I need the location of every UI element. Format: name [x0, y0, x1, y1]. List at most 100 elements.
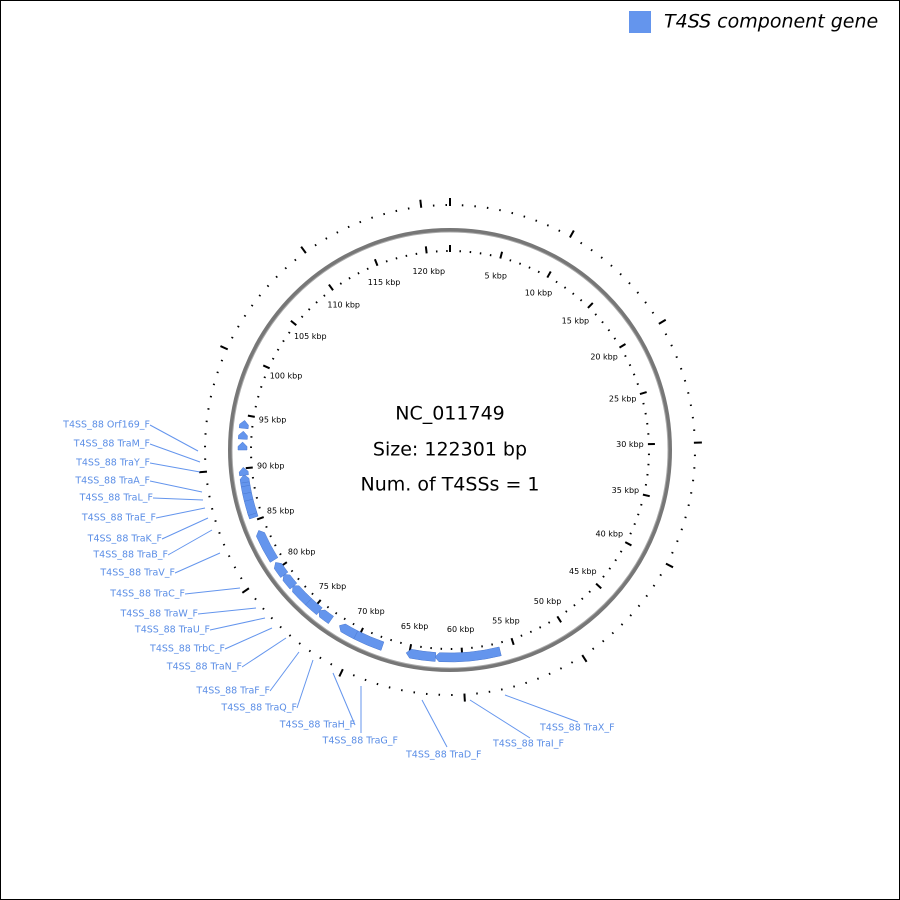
inner-tick: [290, 319, 297, 326]
inner-tick: [510, 637, 515, 646]
outer-tick: [319, 656, 322, 660]
kbp-label: 55 kbp: [492, 617, 520, 626]
gene-label: T4SS_88 TraW_F: [119, 609, 198, 620]
outer-tick: [198, 470, 208, 474]
outer-tick: [294, 258, 297, 262]
outer-tick: [620, 623, 624, 626]
outer-tick: [220, 345, 229, 351]
gene-leader: [167, 529, 213, 556]
outer-tick: [670, 344, 673, 347]
kbp-label: 25 kbp: [609, 395, 637, 404]
outer-tick: [300, 246, 307, 254]
kbp-label: 90 kbp: [257, 461, 285, 470]
inner-tick: [304, 585, 307, 588]
inner-tick: [594, 313, 598, 316]
inner-tick: [509, 259, 512, 262]
outer-tick: [610, 264, 613, 267]
gene-leader: [174, 552, 221, 574]
outer-tick: [338, 668, 344, 677]
inner-tick: [555, 280, 558, 284]
outer-tick: [240, 577, 243, 580]
outer-tick: [237, 325, 240, 328]
inner-tick: [274, 544, 277, 547]
inner-tick: [601, 320, 604, 324]
gene-leader: [149, 480, 203, 493]
inner-tick: [642, 493, 650, 498]
outer-tick: [570, 661, 574, 664]
outer-tick: [227, 555, 231, 558]
inner-tick: [323, 294, 326, 297]
outer-tick: [220, 359, 224, 362]
outer-tick: [243, 314, 247, 318]
inner-tick: [276, 348, 280, 351]
kbp-label: 45 kbp: [569, 567, 597, 576]
kbp-label: 105 kbp: [294, 332, 327, 341]
outer-tick: [651, 311, 655, 314]
inner-tick: [385, 260, 388, 263]
outer-tick: [590, 248, 593, 252]
inner-tick: [390, 638, 393, 642]
outer-tick: [652, 584, 656, 587]
gene-arrow: [256, 530, 279, 563]
kbp-label: 80 kbp: [288, 547, 316, 556]
outer-tick: [347, 225, 350, 229]
inner-tick: [279, 553, 282, 556]
gene-leader: [155, 507, 206, 519]
inner-tick: [269, 535, 272, 538]
outer-tick: [352, 674, 355, 677]
gene-arrow: [238, 467, 249, 477]
gene-leader: [332, 672, 356, 726]
outer-tick: [683, 379, 687, 382]
inner-tick: [608, 567, 612, 570]
outer-tick: [637, 604, 641, 608]
inner-tick: [637, 513, 640, 516]
inner-tick: [618, 343, 626, 349]
gene-label: T4SS_88 TraE_F: [81, 513, 156, 524]
inner-tick: [247, 414, 255, 418]
outer-tick: [330, 663, 333, 666]
kbp-label: 20 kbp: [590, 352, 618, 361]
inner-tick: [565, 610, 568, 613]
kbp-label: 10 kbp: [525, 289, 553, 298]
outer-tick: [288, 634, 292, 637]
outer-tick: [665, 562, 674, 569]
outer-tick: [664, 333, 668, 336]
gene-arrow: [405, 649, 437, 662]
legend-swatch: [629, 11, 651, 33]
gene-arrow: [238, 430, 248, 440]
inner-tick: [501, 640, 504, 644]
inner-tick: [408, 643, 413, 652]
kbp-label: 35 kbp: [612, 486, 640, 495]
inner-tick: [546, 270, 552, 279]
inner-tick: [307, 308, 311, 311]
inner-tick: [607, 328, 611, 332]
outer-tick: [513, 685, 516, 688]
inner-tick: [256, 516, 265, 521]
gene-label: T4SS_88 TraU_F: [134, 625, 210, 636]
inner-tick: [529, 630, 532, 634]
inner-tick: [366, 267, 369, 271]
kbp-label: 120 kbp: [412, 267, 445, 276]
outer-tick: [371, 216, 374, 219]
outer-tick: [241, 587, 250, 594]
outer-tick: [523, 215, 526, 218]
outer-tick: [279, 625, 282, 629]
inner-tick: [315, 301, 318, 304]
outer-tick: [569, 230, 575, 238]
gene-arrow: [239, 474, 250, 484]
gene-arrow: [434, 646, 502, 663]
outer-tick: [262, 607, 265, 611]
outer-tick: [231, 336, 234, 339]
kbp-label: 30 kbp: [616, 440, 644, 449]
gene-arrow: [292, 585, 312, 606]
inner-tick: [595, 582, 602, 590]
outer-tick: [536, 677, 540, 680]
inner-tick: [632, 373, 636, 376]
inner-tick: [262, 364, 271, 370]
inner-tick: [639, 391, 647, 396]
inner-tick: [335, 611, 338, 615]
gene-label: T4SS_88 TraF_F: [195, 686, 270, 697]
inner-tick: [629, 532, 632, 535]
inner-tick: [588, 590, 591, 593]
outer-tick: [548, 672, 551, 676]
